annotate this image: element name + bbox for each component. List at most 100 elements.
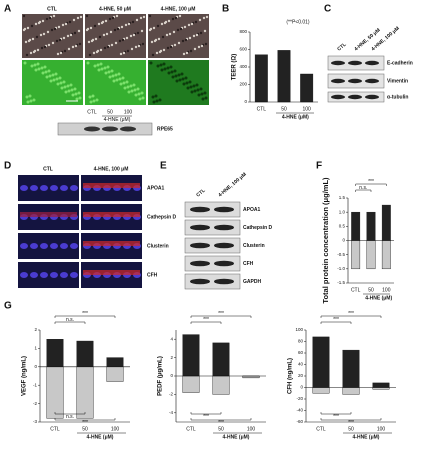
fluor-speck (48, 74, 52, 78)
band (331, 94, 345, 100)
fluor-speck (162, 62, 166, 66)
fluor-speck (203, 91, 207, 95)
fluorescence (18, 262, 79, 288)
band-label: Vimentin (387, 78, 408, 84)
cell-speck (87, 40, 91, 44)
fluor-speck (129, 84, 133, 88)
bar (46, 366, 64, 419)
cell-speck (195, 33, 199, 37)
nucleus (60, 272, 68, 278)
fluor-speck (30, 64, 34, 68)
stain (83, 270, 140, 275)
bar (381, 240, 391, 270)
cell-speck (114, 41, 118, 45)
fluor-speck (56, 82, 60, 86)
cell-speck (135, 18, 139, 22)
fluor-speck (92, 99, 96, 103)
fluor-speck (111, 74, 115, 78)
band-label: CFH (243, 261, 254, 267)
nucleus (60, 243, 68, 249)
fluor-speck (93, 64, 97, 68)
cell-speck (148, 14, 152, 18)
band (84, 126, 100, 132)
micrograph (22, 14, 83, 58)
cell-speck (202, 16, 206, 20)
cell-speck (29, 51, 33, 55)
y-tick-label: 0 (34, 364, 37, 369)
fluor-speck (178, 78, 182, 82)
bar (372, 382, 390, 388)
fluor-speck (188, 80, 192, 84)
cell-speck (68, 20, 72, 24)
band (331, 60, 345, 66)
cell-speck (165, 33, 169, 37)
cell-speck (157, 37, 161, 41)
bracket (54, 418, 116, 421)
cell-speck (53, 27, 57, 31)
fluor-speck (70, 88, 74, 92)
column-label: 4-HNE, 100 μM (161, 6, 196, 12)
cell-speck (35, 35, 39, 39)
micrograph (148, 14, 209, 58)
blot-label: RPE65 (157, 126, 173, 132)
band (190, 278, 210, 285)
lane-label: CTL (87, 109, 97, 115)
cell-speck (99, 48, 103, 52)
cell-speck (110, 43, 114, 47)
cell-speck (176, 28, 180, 32)
blot (184, 201, 241, 218)
fluor-speck (62, 80, 66, 84)
fluor-speck (115, 78, 119, 82)
cell-speck (59, 51, 63, 55)
fluor-speck (96, 63, 100, 67)
bar (351, 240, 361, 270)
cell-speck (106, 45, 110, 49)
band (348, 78, 362, 84)
cell-speck (158, 50, 162, 54)
cell-speck (137, 44, 141, 48)
cell-speck (56, 52, 60, 56)
y-tick-label: -1.0 (337, 266, 345, 271)
significance: *** (218, 311, 224, 317)
cell-speck (52, 14, 56, 18)
cell-speck (150, 40, 154, 44)
cell-speck (152, 26, 156, 30)
significance: *** (348, 311, 354, 317)
fluor-speck (64, 90, 68, 94)
fluor-speck (99, 62, 103, 66)
fluor-speck (45, 75, 49, 79)
cell-speck (63, 49, 67, 53)
fluor-speck (60, 86, 64, 90)
cell-speck (166, 46, 170, 50)
bracket (320, 315, 382, 318)
cell-speck (104, 19, 108, 23)
fluor-speck (174, 74, 178, 78)
y-tick-label: 1.0 (339, 209, 346, 214)
fluor-speck (78, 96, 82, 100)
stain (20, 212, 77, 217)
cell-speck (136, 31, 140, 35)
lane-label: CTL (336, 42, 347, 53)
significance: *** (368, 179, 374, 185)
fluor-speck (25, 95, 29, 99)
x-tick-label: CTL (351, 287, 361, 293)
cell-speck (58, 38, 62, 42)
cell-speck (204, 42, 208, 46)
band (214, 278, 234, 285)
column-label: CTL (47, 6, 57, 12)
significance: n.s. (66, 414, 74, 420)
cell-speck (47, 43, 51, 47)
significance: *** (333, 414, 339, 420)
band-label: α-tubulin (387, 94, 408, 100)
y-tick-label: 4 (170, 336, 173, 341)
fluor-speck (126, 85, 130, 89)
fluor-speck (175, 79, 179, 83)
fluor-speck (29, 99, 33, 103)
cell-speck (109, 30, 113, 34)
blot (184, 273, 241, 290)
fluor-speck (182, 82, 186, 86)
fluor-speck (140, 91, 144, 95)
bar (76, 340, 94, 368)
fluor-speck (107, 70, 111, 74)
x-tick-label: 100 (377, 426, 386, 432)
